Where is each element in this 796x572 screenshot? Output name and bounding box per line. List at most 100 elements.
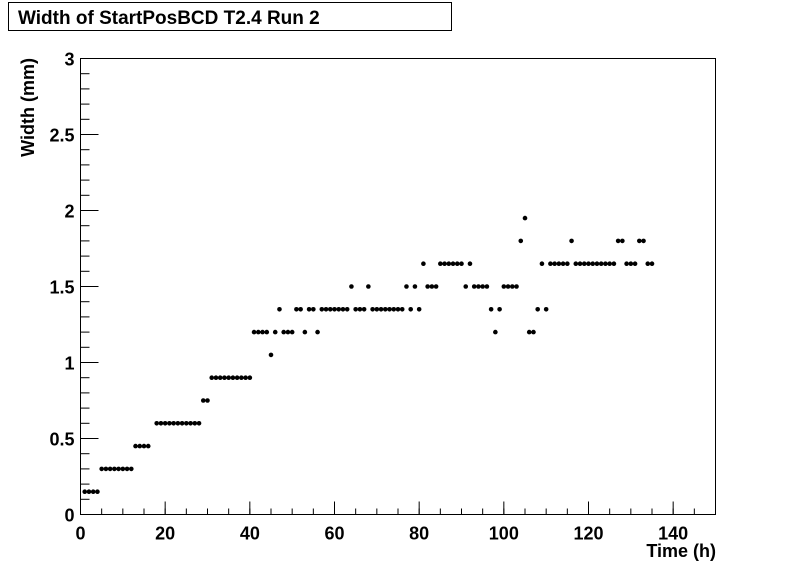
x-axis-label: Time (h) <box>646 541 716 561</box>
data-point <box>234 375 240 381</box>
data-point <box>649 261 655 267</box>
data-point <box>383 307 388 312</box>
x-tick-label: 20 <box>155 524 175 544</box>
data-point <box>590 261 596 267</box>
y-tick-label: 1.5 <box>49 278 74 298</box>
data-point <box>412 284 418 289</box>
data-point <box>99 466 104 472</box>
data-point <box>510 284 515 289</box>
x-tick-label: 0 <box>75 524 85 544</box>
data-point <box>522 215 528 221</box>
y-tick-label: 2.5 <box>49 126 74 146</box>
data-point <box>116 466 121 472</box>
data-point <box>184 421 189 426</box>
data-point <box>133 443 138 449</box>
data-point <box>213 375 219 381</box>
data-point <box>120 466 126 472</box>
data-point <box>179 421 185 426</box>
data-point <box>82 489 88 495</box>
data-point <box>408 307 414 312</box>
data-point <box>531 329 536 335</box>
data-point <box>171 421 176 426</box>
data-point <box>471 284 477 289</box>
data-point <box>226 375 231 381</box>
data-point <box>560 261 566 267</box>
data-point <box>586 261 591 267</box>
data-point <box>239 375 244 381</box>
data-point <box>378 307 384 312</box>
data-point <box>416 307 422 312</box>
x-tick-label: 120 <box>573 524 603 544</box>
data-point <box>624 261 629 267</box>
data-point <box>319 307 325 312</box>
data-point <box>192 421 198 426</box>
data-point <box>374 307 380 312</box>
data-point <box>628 261 634 267</box>
data-point <box>209 375 215 381</box>
data-point <box>327 307 333 312</box>
data-point <box>311 307 316 312</box>
data-point <box>277 307 282 312</box>
data-point <box>357 307 363 312</box>
data-point <box>129 466 134 472</box>
data-point <box>315 329 320 335</box>
data-point <box>188 421 193 426</box>
data-point <box>480 284 485 289</box>
data-point <box>281 329 287 335</box>
data-point <box>344 307 350 312</box>
data-point <box>370 307 375 312</box>
data-point <box>535 307 540 312</box>
data-point <box>632 261 638 267</box>
x-tick-label: 60 <box>324 524 344 544</box>
data-point <box>404 284 409 289</box>
data-point <box>446 261 452 267</box>
data-point <box>454 261 460 267</box>
data-point <box>399 307 405 312</box>
data-point <box>594 261 600 267</box>
y-tick-label: 1 <box>64 354 74 374</box>
x-tick-label: 140 <box>658 524 688 544</box>
data-point <box>552 261 557 267</box>
data-point <box>217 375 223 381</box>
data-point <box>425 284 430 289</box>
data-point <box>145 443 151 449</box>
data-point <box>505 284 511 289</box>
data-point <box>459 261 464 267</box>
data-point <box>167 421 172 426</box>
y-axis-label: Width (mm) <box>18 58 38 157</box>
data-point <box>260 329 265 335</box>
data-point <box>285 329 291 335</box>
x-tick-label: 100 <box>489 524 519 544</box>
data-point <box>497 307 502 312</box>
data-point <box>514 284 519 289</box>
data-point <box>154 421 159 426</box>
data-point <box>463 284 469 289</box>
data-point <box>137 443 143 449</box>
data-point <box>86 489 92 495</box>
data-point <box>336 307 342 312</box>
data-point <box>124 466 130 472</box>
data-point <box>518 238 524 244</box>
data-point <box>289 329 295 335</box>
y-tick-label: 0.5 <box>49 430 74 450</box>
data-point <box>323 307 329 312</box>
data-point <box>90 489 96 495</box>
data-point <box>484 284 490 289</box>
data-point <box>332 307 337 312</box>
data-point <box>429 284 435 289</box>
data-point <box>230 375 236 381</box>
data-point <box>306 307 312 312</box>
data-point <box>391 307 397 312</box>
data-point <box>205 398 210 403</box>
data-point <box>421 261 426 267</box>
data-point <box>95 489 100 495</box>
data-point <box>442 261 447 267</box>
data-point <box>450 261 456 267</box>
data-point <box>581 261 587 267</box>
data-point <box>272 329 278 335</box>
data-point <box>565 261 570 267</box>
data-point <box>294 307 299 312</box>
data-point <box>607 261 612 267</box>
y-tick-label: 2 <box>64 202 74 222</box>
data-point <box>395 307 401 312</box>
